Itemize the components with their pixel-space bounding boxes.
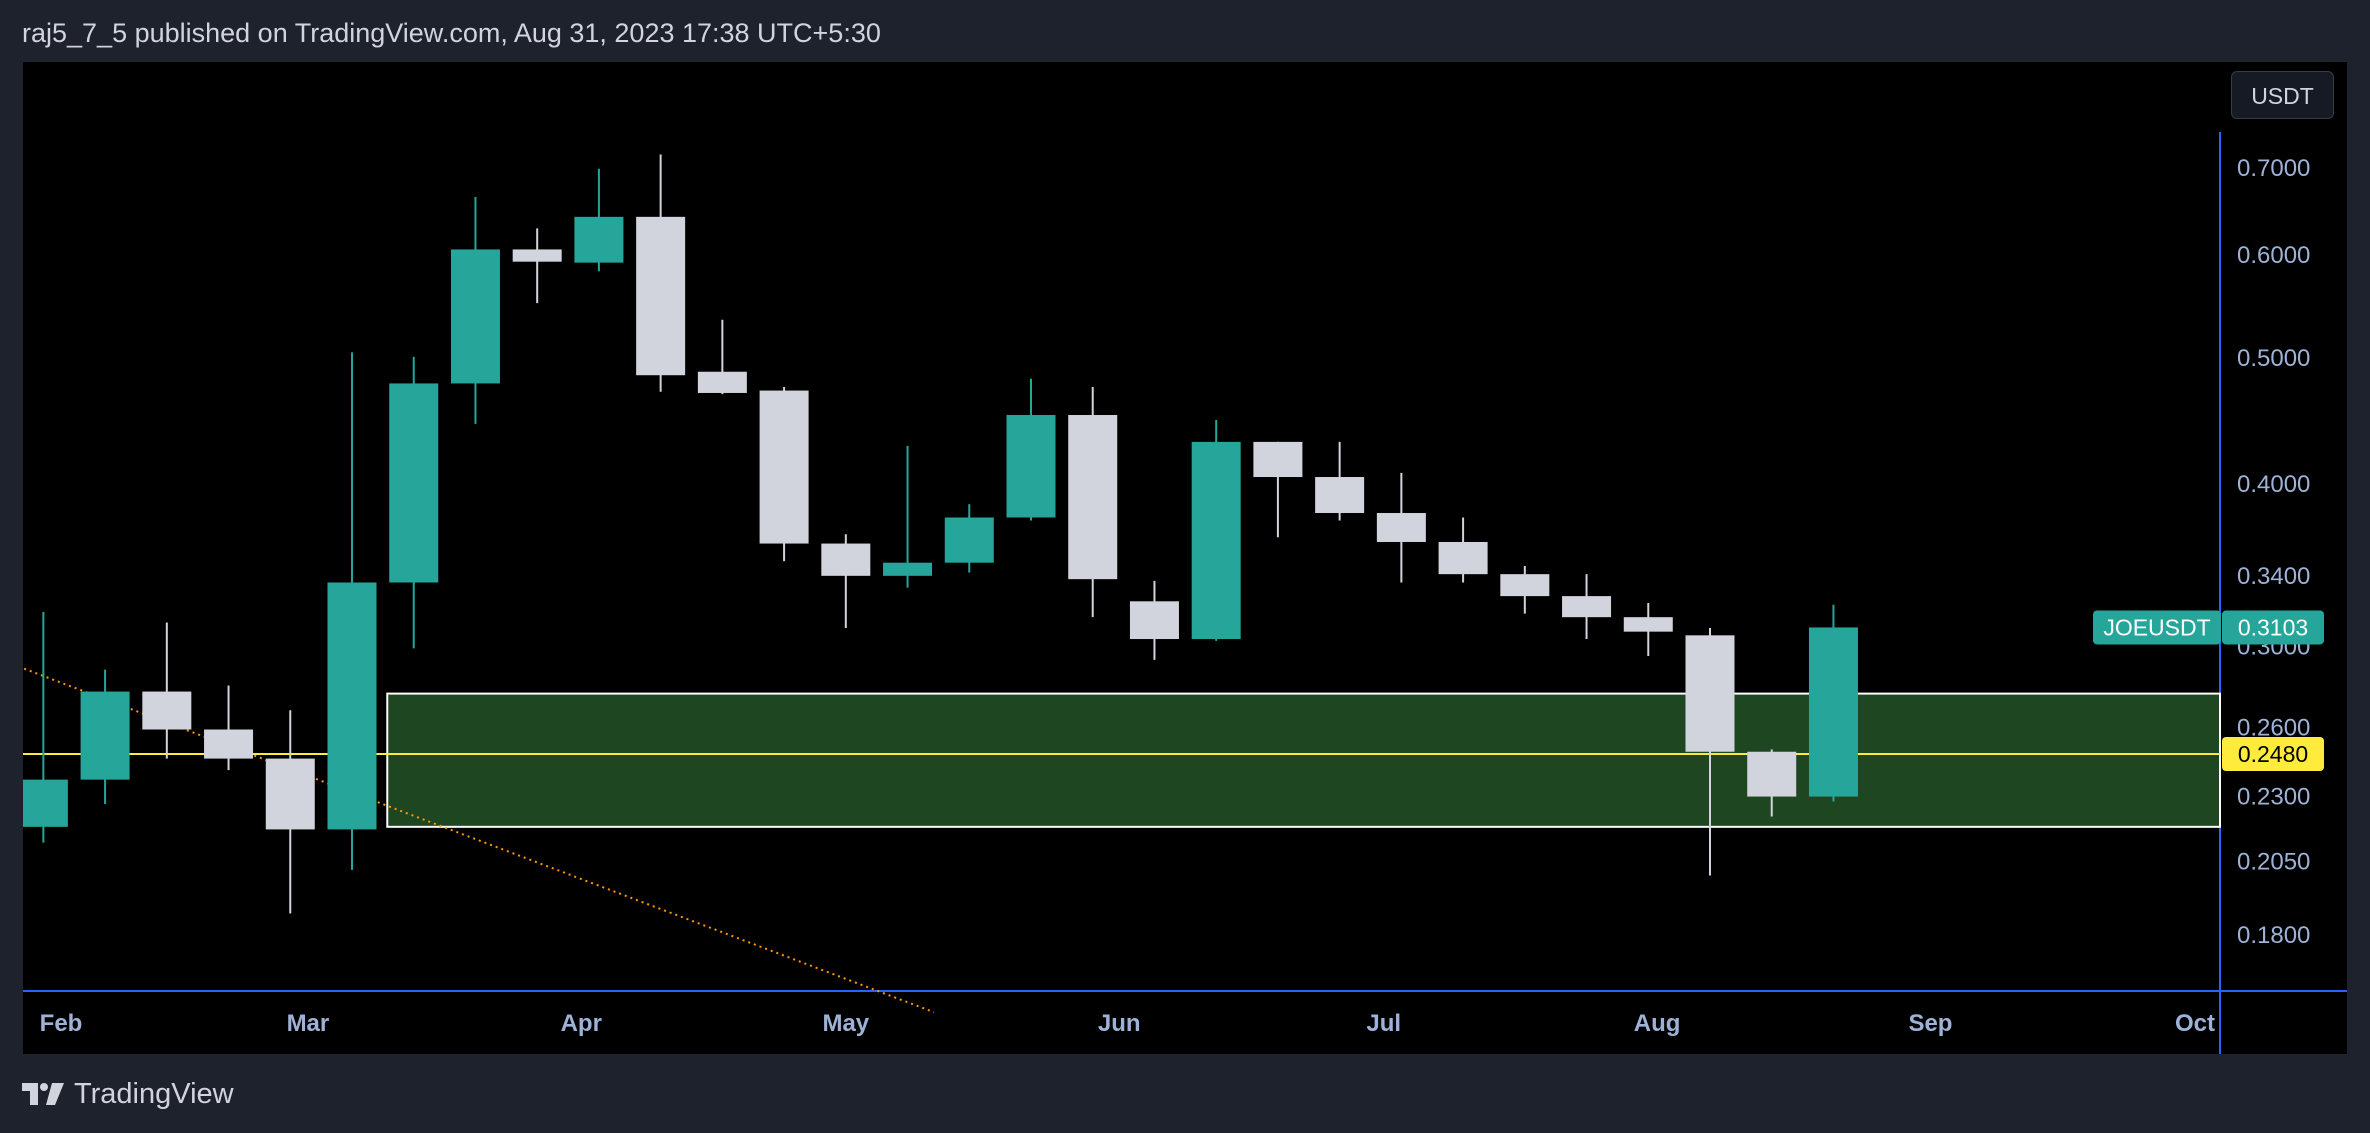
last-price-badge	[2222, 610, 2324, 645]
chart-area[interactable]: 0.7000 0.6000 0.5000 0.4000 0.3400 0.3000 0.26…	[23, 62, 2347, 1054]
candle-body	[821, 543, 871, 576]
candle-body	[1808, 627, 1858, 797]
x-tick-label: May	[822, 1010, 869, 1037]
x-tick-label: Apr	[561, 1010, 602, 1037]
candle-body	[1129, 601, 1179, 640]
candle-body	[574, 216, 624, 263]
y-tick-label: 0.6000	[2237, 242, 2310, 269]
candle-body	[1376, 513, 1426, 542]
candle-body	[1191, 441, 1241, 640]
candle-body	[1685, 635, 1735, 752]
level-label: 0.2480	[2238, 741, 2308, 767]
candle-body	[944, 517, 994, 563]
candle-body	[265, 758, 315, 830]
candle-body	[1623, 617, 1673, 632]
candle-body	[142, 691, 192, 730]
y-tick-label: 0.2600	[2237, 714, 2310, 741]
symbol-badge	[2093, 610, 2221, 645]
y-tick-label: 0.7000	[2237, 155, 2310, 182]
x-tick-label: Mar	[287, 1010, 330, 1037]
level-badge	[2222, 737, 2324, 772]
last-price-label: 0.3103	[2238, 614, 2308, 640]
candle-body	[1253, 441, 1303, 478]
candle-body	[23, 779, 68, 827]
publication-attribution: raj5_7_5 published on TradingView.com, A…	[22, 18, 881, 48]
candle-body	[636, 216, 686, 376]
x-tick-label: Feb	[40, 1010, 83, 1037]
candle-body	[759, 390, 809, 544]
candle-body	[1068, 415, 1118, 580]
x-tick-label: Jun	[1098, 1010, 1141, 1037]
tradingview-logo-icon[interactable]	[22, 1083, 64, 1105]
y-tick-label: 0.1800	[2237, 922, 2310, 949]
x-tick-label: Jul	[1366, 1010, 1401, 1037]
x-tick-label: Sep	[1908, 1010, 1952, 1037]
candle-body	[512, 249, 562, 262]
tradingview-brand[interactable]: TradingView	[74, 1077, 234, 1110]
y-tick-label: 0.5000	[2237, 345, 2310, 372]
candle-body	[450, 249, 500, 384]
candle-body	[389, 383, 439, 583]
x-tick-label: Aug	[1634, 1010, 1681, 1037]
candle-body	[80, 691, 130, 780]
currency-button[interactable]: USDT	[2231, 71, 2334, 119]
candle-body	[1562, 596, 1612, 618]
candle-body	[1500, 574, 1550, 597]
y-tick-label: 0.2300	[2237, 784, 2310, 811]
candle-body	[1006, 415, 1056, 518]
footer: TradingView	[22, 1076, 234, 1112]
symbol-label: JOEUSDT	[2103, 614, 2210, 640]
candle-body	[1315, 477, 1365, 514]
y-tick-label: 0.4000	[2237, 471, 2310, 498]
x-tick-label: Oct	[2175, 1010, 2215, 1037]
candle-body	[883, 562, 933, 576]
y-tick-label: 0.3400	[2237, 563, 2310, 590]
support-zone	[386, 692, 2222, 828]
y-tick-label: 0.2050	[2237, 849, 2310, 876]
candle-body	[327, 582, 377, 830]
candle-body	[204, 729, 254, 759]
candle-body	[1438, 541, 1488, 575]
candle-body	[697, 371, 747, 393]
candlestick-chart[interactable]: 0.70000.60000.50000.40000.34000.30000.26…	[23, 62, 2347, 1054]
candle-body	[1747, 751, 1797, 797]
